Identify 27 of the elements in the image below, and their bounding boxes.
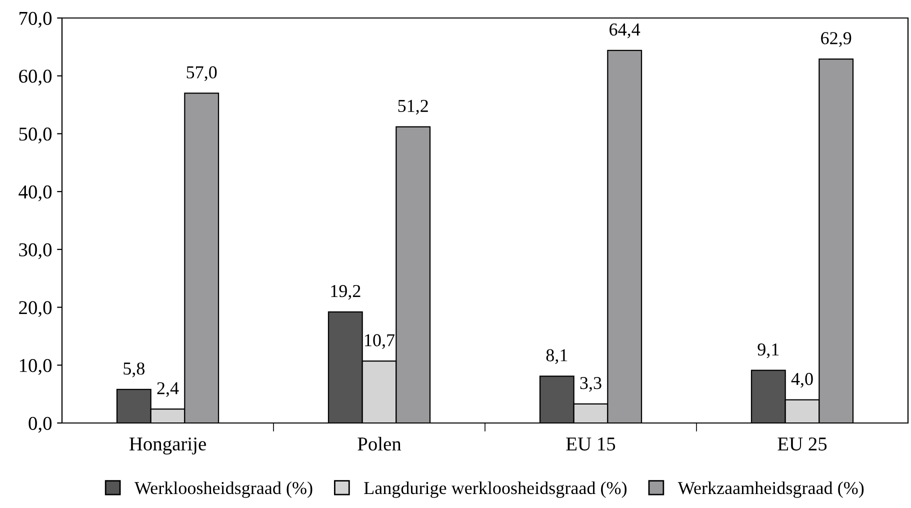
- data-label: 8,1: [546, 349, 568, 364]
- data-label: 62,9: [821, 32, 852, 47]
- y-tick-label: 0,0: [28, 416, 52, 433]
- x-tick-label: EU 15: [566, 438, 616, 451]
- data-label: 64,4: [610, 23, 640, 38]
- data-label: 9,1: [758, 343, 779, 358]
- data-label: 10,7: [365, 334, 395, 349]
- legend-label: Werkloosheidsgraad (%): [134, 481, 312, 498]
- y-tick-label: 20,0: [19, 301, 52, 318]
- data-label: 51,2: [398, 100, 428, 115]
- x-tick-label: EU 25: [778, 438, 827, 451]
- legend-label: Werkzaamheidsgraad (%): [678, 481, 864, 498]
- legend-label: Langdurige werkloosheidsgraad (%): [364, 481, 627, 498]
- y-tick-label: 50,0: [19, 128, 52, 144]
- data-label: 19,2: [331, 285, 360, 300]
- y-tick-label: 10,0: [20, 358, 52, 375]
- x-tick-label: Polen: [358, 436, 402, 451]
- y-tick-label: 60,0: [19, 70, 52, 86]
- y-tick-label: 30,0: [19, 243, 52, 260]
- data-label: 57,0: [186, 66, 217, 82]
- x-tick-label: Hongarije: [129, 437, 206, 455]
- y-tick-label: 40,0: [18, 185, 52, 202]
- y-tick-label: 70,0: [20, 12, 52, 28]
- data-label: 3,3: [580, 376, 602, 392]
- data-label: 4,0: [791, 372, 813, 388]
- data-label: 2,4: [157, 382, 179, 397]
- data-label: 5,8: [124, 362, 145, 378]
